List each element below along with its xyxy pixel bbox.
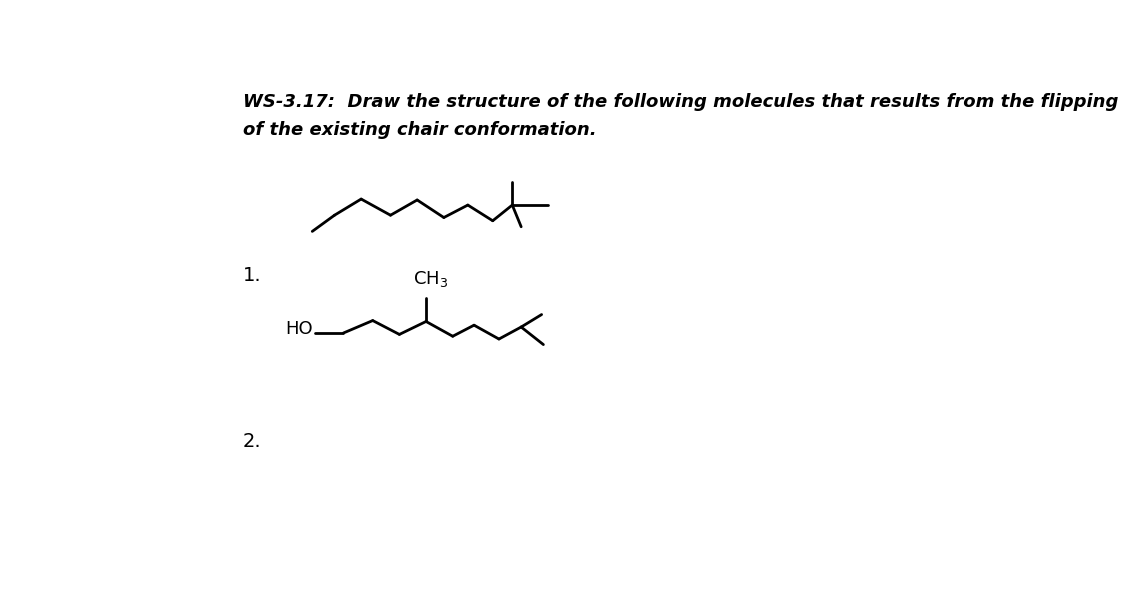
- Text: HO: HO: [286, 320, 313, 338]
- Text: WS-3.17:  Draw the structure of the following molecules that results from the fl: WS-3.17: Draw the structure of the follo…: [243, 93, 1118, 111]
- Text: 2.: 2.: [243, 433, 262, 451]
- Text: 1.: 1.: [243, 266, 262, 285]
- Text: of the existing chair conformation.: of the existing chair conformation.: [243, 121, 596, 139]
- Text: CH$_3$: CH$_3$: [413, 269, 448, 289]
